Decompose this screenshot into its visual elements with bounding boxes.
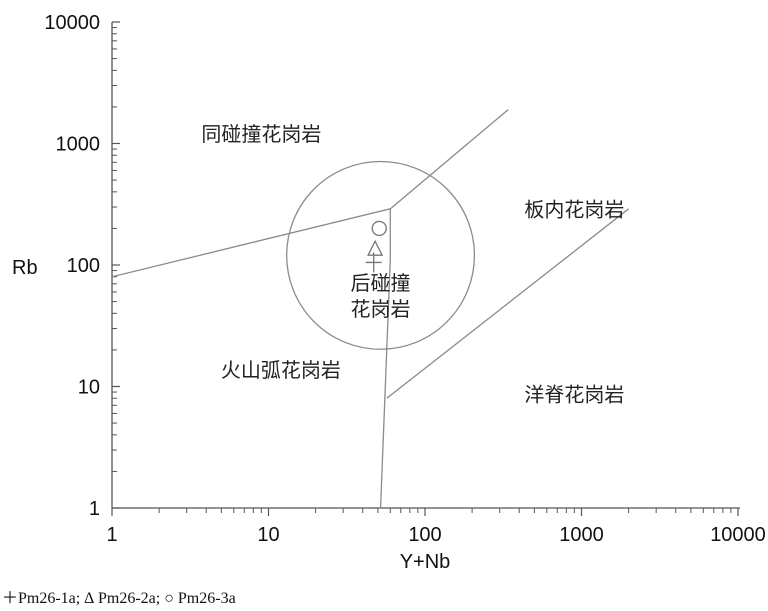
boundary-line: [379, 259, 391, 509]
boundary-line: [386, 208, 630, 399]
region-label: 同碰撞花岗岩: [201, 122, 321, 146]
x-axis-title: Y+Nb: [400, 551, 451, 573]
y-tick-label: 10000: [44, 12, 100, 34]
x-tick-label: 100: [408, 524, 441, 546]
boundary-line: [389, 109, 509, 210]
x-tick-label: 10: [257, 524, 279, 546]
region-label: 火山弧花岗岩: [221, 358, 341, 382]
boundary-lines: [111, 109, 630, 509]
region-label: 后碰撞: [351, 271, 411, 295]
marker-triangle-Pm26-2a: [367, 239, 384, 256]
region-label: 板内花岗岩: [524, 198, 624, 222]
x-tick-label: 1000: [559, 524, 604, 546]
marker-circle-Pm26-3a: [371, 220, 387, 237]
y-tick-label: 1000: [56, 134, 101, 156]
x-tick-label: 1: [106, 524, 117, 546]
legend: ＋Pm26-1a; ∆ Pm26-2a; ○ Pm26-3a: [2, 590, 236, 607]
axes: 1 10 100 1000 10000 1 10 100 1000 10000: [44, 12, 765, 546]
y-tick-label: 100: [67, 255, 100, 277]
region-label: 花岗岩: [351, 297, 411, 321]
x-tick-label: 10000: [710, 524, 766, 546]
y-tick-label: 1: [89, 498, 100, 520]
region-label: 洋脊花岗岩: [524, 383, 624, 407]
y-axis-title: Rb: [12, 257, 38, 279]
boundary-line: [111, 208, 391, 278]
y-tick-label: 10: [78, 377, 100, 399]
post-collision-circle: [286, 160, 476, 350]
data-markers: [365, 220, 387, 273]
